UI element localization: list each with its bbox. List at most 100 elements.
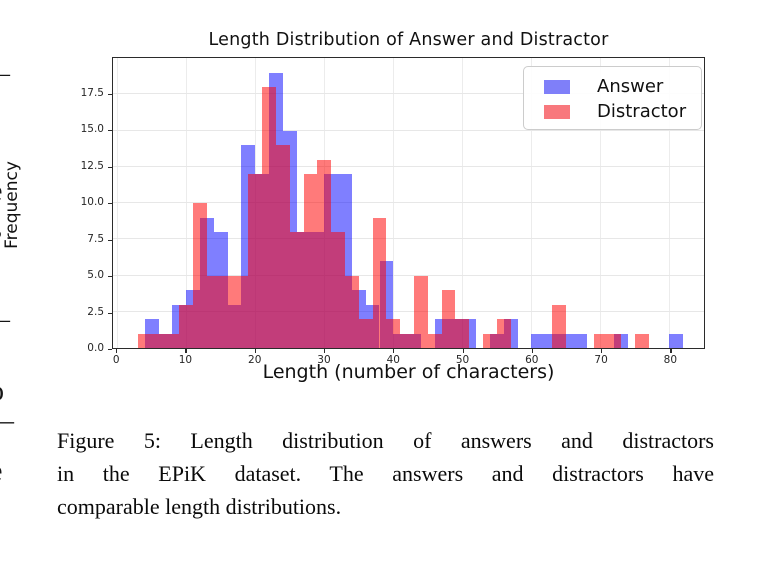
clipped-margin-glyph: e: [0, 178, 2, 206]
distractor-histogram-bar: [193, 203, 207, 348]
answer-swatch-icon: [544, 79, 570, 94]
answer-histogram-bar: [572, 333, 587, 348]
x-tick-label: 30: [317, 354, 331, 366]
y-tick-mark: [108, 203, 112, 205]
y-tick-mark: [108, 239, 112, 241]
distractor-histogram-bar: [151, 333, 166, 348]
y-tick-mark: [108, 312, 112, 314]
x-tick-label: 20: [248, 354, 262, 366]
gridline-vertical: [117, 58, 119, 348]
gridline-horizontal: [113, 93, 704, 95]
x-tick-label: 70: [594, 354, 608, 366]
distractor-histogram-bar: [400, 333, 414, 348]
distractor-histogram-bar: [634, 333, 649, 348]
distractor-histogram-bar: [248, 174, 263, 348]
x-tick-label: 40: [386, 354, 400, 366]
legend-item-answer: Answer: [544, 74, 701, 99]
distractor-histogram-bar: [206, 275, 221, 348]
y-tick-mark: [108, 93, 112, 95]
distractor-histogram-bar: [165, 333, 180, 348]
gridline-horizontal: [113, 274, 704, 276]
legend-label-distractor: Distractor: [597, 101, 687, 122]
gridline-horizontal: [113, 165, 704, 167]
gridline-horizontal: [113, 129, 704, 131]
legend-item-distractor: Distractor: [544, 99, 701, 124]
figure-caption: Figure 5: Length distribution of answers…: [57, 424, 714, 523]
distractor-histogram-bar: [455, 319, 470, 348]
y-tick-label: 2.5: [87, 305, 104, 318]
clipped-margin-glyph: s: [0, 216, 2, 244]
plot-inner: [113, 58, 704, 348]
x-tick-mark: [670, 349, 672, 353]
distractor-histogram-bar: [234, 275, 249, 348]
distractor-histogram-bar: [317, 159, 332, 348]
distractor-histogram-bar: [179, 304, 194, 348]
y-tick-label: 15.0: [80, 123, 104, 135]
x-tick-label: 60: [525, 354, 539, 366]
y-tick-label: 17.5: [80, 86, 104, 99]
distractor-histogram-bar: [358, 319, 373, 348]
y-tick-label: 12.5: [80, 159, 104, 172]
x-tick-mark: [393, 349, 395, 353]
x-tick-label: 50: [455, 354, 470, 366]
x-tick-mark: [531, 349, 533, 353]
legend: Answer Distractor: [523, 66, 702, 130]
caption-line: comparable length distributions.: [57, 494, 342, 519]
x-tick-mark: [254, 349, 256, 353]
y-tick-mark: [108, 276, 112, 278]
distractor-histogram-bar: [331, 232, 345, 348]
y-tick-label: 7.5: [87, 232, 104, 245]
distractor-histogram-bar: [275, 145, 290, 348]
x-tick-mark: [185, 349, 187, 353]
distractor-histogram-layer: [113, 58, 704, 348]
gridline-horizontal: [113, 310, 704, 312]
gridline-horizontal: [113, 238, 704, 240]
legend-label-answer: Answer: [597, 76, 664, 97]
x-tick-mark: [462, 349, 464, 353]
x-tick-label: 0: [112, 354, 120, 366]
distractor-histogram-bar: [441, 290, 456, 348]
distractor-histogram-bar: [552, 304, 566, 348]
gridline-vertical: [600, 58, 602, 348]
distractor-histogram-bar: [496, 319, 511, 348]
gridline-vertical: [393, 58, 395, 348]
distractor-histogram-bar: [593, 333, 608, 348]
y-tick-mark: [108, 130, 112, 132]
y-tick-label: 5.0: [87, 269, 104, 281]
caption-line: in the EPiK dataset. The answers and dis…: [57, 461, 714, 486]
y-tick-mark: [108, 166, 112, 168]
distractor-histogram-bar: [427, 333, 442, 348]
distractor-histogram-bar: [303, 174, 318, 348]
chart-title: Length Distribution of Answer and Distra…: [208, 30, 609, 50]
distractor-histogram-bar: [607, 333, 622, 348]
distractor-histogram-bar: [414, 275, 428, 348]
x-tick-mark: [323, 349, 326, 353]
y-tick-label: 0.0: [87, 342, 104, 354]
clipped-margin-glyph: o: [0, 378, 4, 406]
answer-histogram-bar: [531, 333, 546, 348]
distractor-histogram-bar: [137, 333, 152, 348]
answer-histogram-bar: [669, 333, 684, 348]
y-tick-label: 10.0: [80, 196, 104, 208]
y-tick-mark: [108, 349, 112, 351]
clipped-margin-glyph: —: [0, 308, 10, 332]
x-axis-label: Length (number of characters): [262, 361, 555, 383]
distractor-histogram-bar: [372, 217, 387, 348]
distractor-histogram-bar: [386, 319, 401, 348]
gridline-horizontal: [113, 202, 704, 203]
gridline-vertical: [669, 58, 671, 348]
caption-line: Figure 5: Length distribution of answers…: [57, 428, 714, 453]
clipped-margin-glyph: e: [0, 458, 2, 486]
clipped-margin-glyph: —: [0, 62, 10, 86]
y-axis-label: Frequency: [2, 161, 22, 249]
x-tick-label: 80: [663, 354, 678, 366]
gridline-vertical: [462, 58, 464, 348]
x-tick-label: 10: [178, 354, 193, 366]
distractor-histogram-bar: [220, 275, 235, 348]
clipped-margin-glyph: ’: [0, 150, 2, 174]
clipped-margin-glyph: —: [0, 408, 14, 434]
distractor-histogram-bar: [344, 275, 359, 348]
distractor-histogram-bar: [262, 87, 276, 348]
figure-chart: Length Distribution of Answer and Distra…: [2, 30, 705, 383]
